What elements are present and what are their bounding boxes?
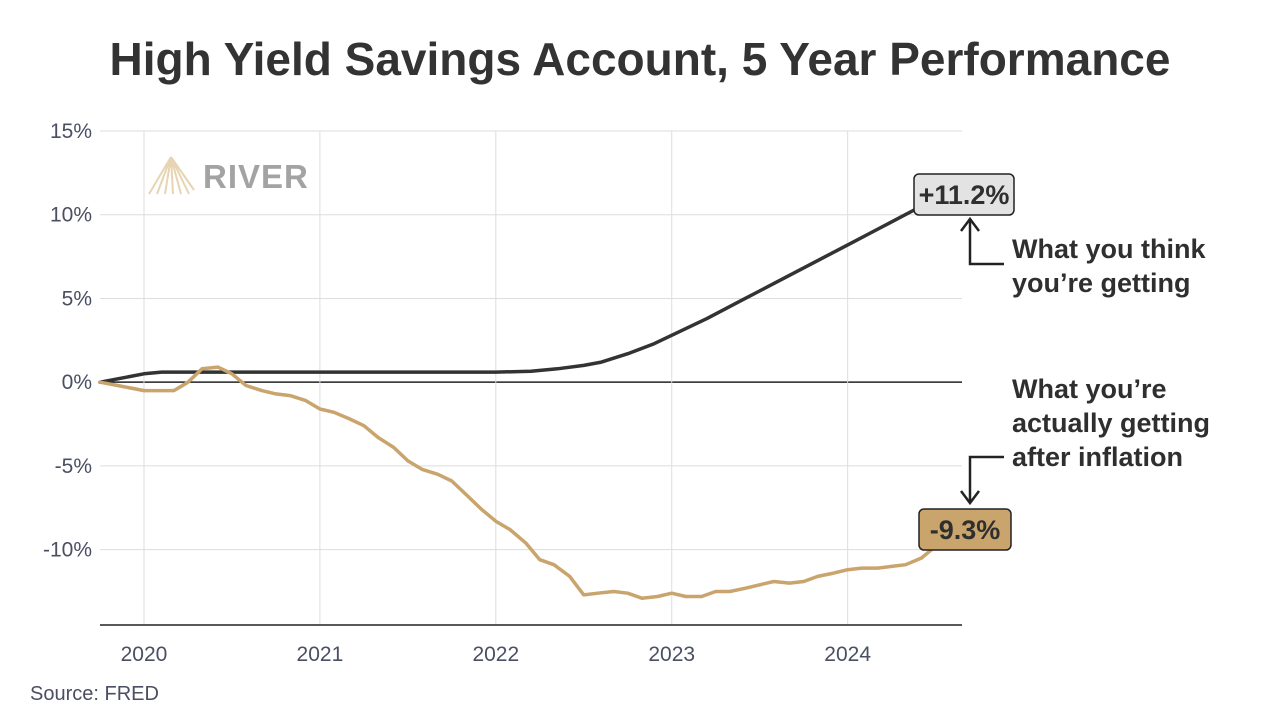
callout-text-bottom-line: after inflation (1012, 442, 1183, 472)
callout-arrowhead-bottom (960, 490, 980, 506)
value-badge-bottom-text: -9.3% (930, 515, 1001, 545)
river-logo-icon (148, 156, 195, 195)
value-badge-top (913, 173, 1015, 216)
y-tick-label: 15% (50, 120, 92, 143)
callout-text-top-line: What you think (1012, 234, 1206, 264)
y-tick-label: 0% (62, 371, 92, 394)
x-tick-label: 2024 (824, 643, 871, 666)
river-logo: RIVER (148, 156, 309, 195)
callout-arrow-bottom (968, 455, 1004, 502)
logo-text: RIVER (203, 158, 309, 195)
callout-arrow-top (968, 220, 1004, 266)
x-axis: 2020 2021 2022 2023 2024 (121, 643, 872, 666)
chart-title: High Yield Savings Account, 5 Year Perfo… (110, 33, 1171, 85)
x-tick-label: 2023 (648, 643, 695, 666)
x-tick-label: 2022 (472, 643, 519, 666)
y-tick-label: -10% (43, 539, 92, 562)
value-badge-top-text: +11.2% (919, 180, 1010, 210)
callout-text-bottom-line: actually getting (1012, 408, 1210, 438)
source-text: Source: FRED (30, 683, 159, 705)
y-tick-label: -5% (55, 455, 92, 478)
x-tick-label: 2020 (121, 643, 168, 666)
series-line-1 (98, 192, 947, 384)
y-tick-label: 5% (62, 287, 92, 310)
value-badge-bottom (918, 508, 1012, 551)
callout-text-top-line: you’re getting (1012, 268, 1191, 298)
series-line-2 (98, 365, 947, 600)
callout-text-bottom-line: What you’re (1012, 374, 1167, 404)
series-group (98, 192, 947, 600)
y-axis: 15% 10% 5% 0% -5% -10% (43, 120, 92, 562)
y-tick-label: 10% (50, 204, 92, 227)
annotations: +11.2% -9.3% What you think you’re getting W… (913, 173, 1210, 551)
callout-arrowhead-top (960, 216, 980, 232)
x-tick-label: 2021 (297, 643, 344, 666)
